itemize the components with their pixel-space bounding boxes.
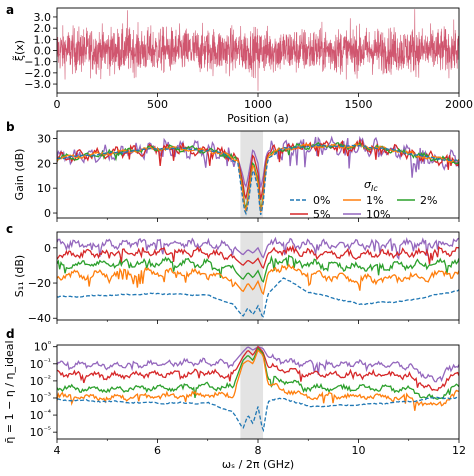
gain-series-1 [57, 142, 459, 214]
legend-label-4: 10% [366, 208, 390, 221]
x-tick-label: 2000 [445, 98, 473, 111]
s11-series-4 [57, 236, 459, 261]
panel-letter-c: c [6, 222, 13, 236]
y-axis-label: η̄ = 1 − η / η_ideal [3, 340, 16, 443]
y-tick-label: 0.0 [34, 45, 52, 58]
eta-series-1 [57, 348, 459, 411]
gain-legend: σ Ic 0% 1% 2% 5% 10% [290, 178, 437, 221]
legend-label-0: 0% [313, 194, 330, 207]
y-tick-label: 2.0 [34, 22, 52, 35]
y-tick-label: 10 [37, 182, 51, 195]
y-tick-label: 1.0 [34, 33, 52, 46]
panel-a-axes: 0 500 1000 1500 2000 −3.0−2.0−1.00.01.02.03.0… [6, 3, 473, 125]
eta-series-3 [57, 345, 459, 392]
legend-label-1: 1% [366, 194, 383, 207]
y-tick-label: 10⁻⁴ [30, 408, 51, 422]
x-tick-label: 1000 [244, 98, 272, 111]
y-tick-label: 10⁻² [30, 374, 51, 388]
panel-letter-a: a [6, 3, 14, 17]
y-axis-label: ξ̃(x) [12, 40, 26, 61]
eta-series-2 [57, 347, 459, 400]
noise-trace [57, 9, 459, 91]
gain-series-0 [57, 144, 459, 216]
y-tick-label: 10⁻¹ [30, 357, 51, 371]
x-tick-label: 500 [147, 98, 168, 111]
s11-series-3 [57, 244, 459, 269]
y-tick-label: 20 [37, 157, 51, 170]
y-tick-label: −3.0 [24, 78, 51, 91]
y-tick-label: −1.0 [24, 56, 51, 69]
x-tick-label: 8 [255, 444, 262, 457]
panel-c-axes: −40 −20 0 S₁₁ (dB) c [6, 222, 460, 325]
y-tick-label: 0 [44, 242, 51, 255]
shaded-band-d [240, 345, 264, 439]
y-tick-label: 3.0 [34, 11, 52, 24]
y-axis-label: S₁₁ (dB) [13, 255, 26, 297]
x-tick-label: 10 [352, 444, 366, 457]
y-tick-label: −40 [28, 312, 51, 325]
panel-letter-d: d [6, 327, 15, 341]
y-tick-label: −20 [28, 277, 51, 290]
eta-series-0 [57, 396, 459, 433]
y-tick-label: 10⁻⁵ [30, 425, 51, 439]
x-tick-label: 0 [54, 98, 61, 111]
x-axis-label: Position (a) [227, 112, 289, 125]
x-tick-label: 4 [54, 444, 61, 457]
y-axis-label: Gain (dB) [13, 149, 26, 201]
legend-label-3: 5% [313, 208, 330, 221]
panel-letter-b: b [6, 120, 15, 134]
legend-title-subscript: Ic [371, 184, 378, 193]
legend-label-2: 2% [420, 194, 437, 207]
y-tick-label: 10⁰ [34, 340, 51, 354]
x-tick-label: 12 [452, 444, 466, 457]
s11-series-2 [57, 254, 459, 283]
y-tick-label: −2.0 [24, 67, 51, 80]
y-tick-label: 30 [37, 132, 51, 145]
s11-series-1 [57, 263, 459, 296]
x-tick-label: 1500 [345, 98, 373, 111]
s11-series-0 [57, 277, 459, 318]
x-tick-label: 6 [154, 444, 161, 457]
x-axis-label: ωₛ / 2π (GHz) [222, 458, 294, 471]
y-tick-label: 10⁻³ [30, 391, 51, 405]
panel-d-axes: 4 6 8 10 12 10⁻⁵ 10⁻⁴ 10⁻³ 10⁻² 10⁻¹ 10⁰ η̄ = 1 − η… [3, 327, 466, 471]
legend-title: σ [364, 178, 372, 191]
panel-b-axes: 0 10 20 30 Gain (dB) b [6, 120, 460, 222]
y-tick-label: 0 [44, 207, 51, 220]
